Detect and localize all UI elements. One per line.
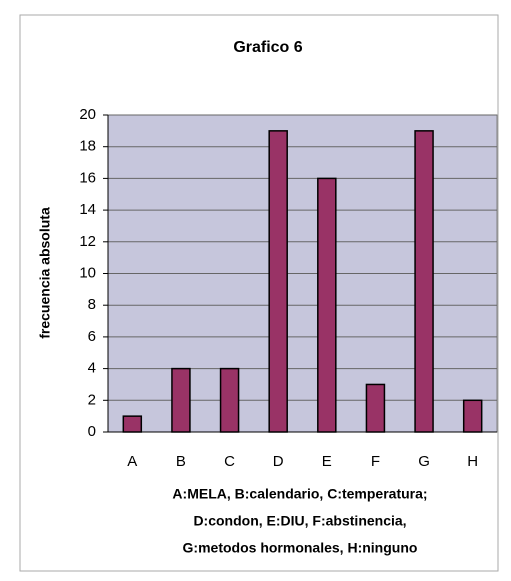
y-tick-label: 4 [88,360,96,377]
bar [122,415,143,433]
y-tick-label: 12 [79,233,96,250]
y-tick-label: 0 [88,423,96,440]
y-tick-label: 10 [79,264,96,281]
x-tick-label: F [371,453,380,470]
y-tick-label: 2 [88,391,96,408]
caption-line: A:MELA, B:calendario, C:temperatura; [172,486,427,502]
x-tick-label: C [224,453,235,470]
y-tick-label: 8 [88,296,96,313]
x-tick-label: D [273,453,284,470]
caption-line: D:condon, E:DIU, F:abstinencia, [193,513,406,529]
x-tick-label: E [322,453,332,470]
x-tick-label: G [418,453,430,470]
bar [317,177,337,433]
y-tick-label: 20 [79,106,96,123]
bar [462,399,483,433]
bar [414,130,434,433]
x-tick-label: B [176,453,186,470]
y-axis-label: frecuencia absoluta [37,207,53,339]
x-tick-label: H [467,453,478,470]
bar [268,130,288,433]
caption-line: G:metodos hormonales, H:ninguno [183,540,418,556]
chart-title: Grafico 6 [233,39,302,56]
bar [171,367,191,433]
y-tick-label: 14 [79,201,96,218]
y-tick-label: 16 [79,169,96,186]
bar [365,383,386,433]
bar [219,367,240,433]
x-tick-label: A [127,453,137,470]
y-tick-label: 18 [79,138,96,155]
y-tick-label: 6 [88,328,96,345]
